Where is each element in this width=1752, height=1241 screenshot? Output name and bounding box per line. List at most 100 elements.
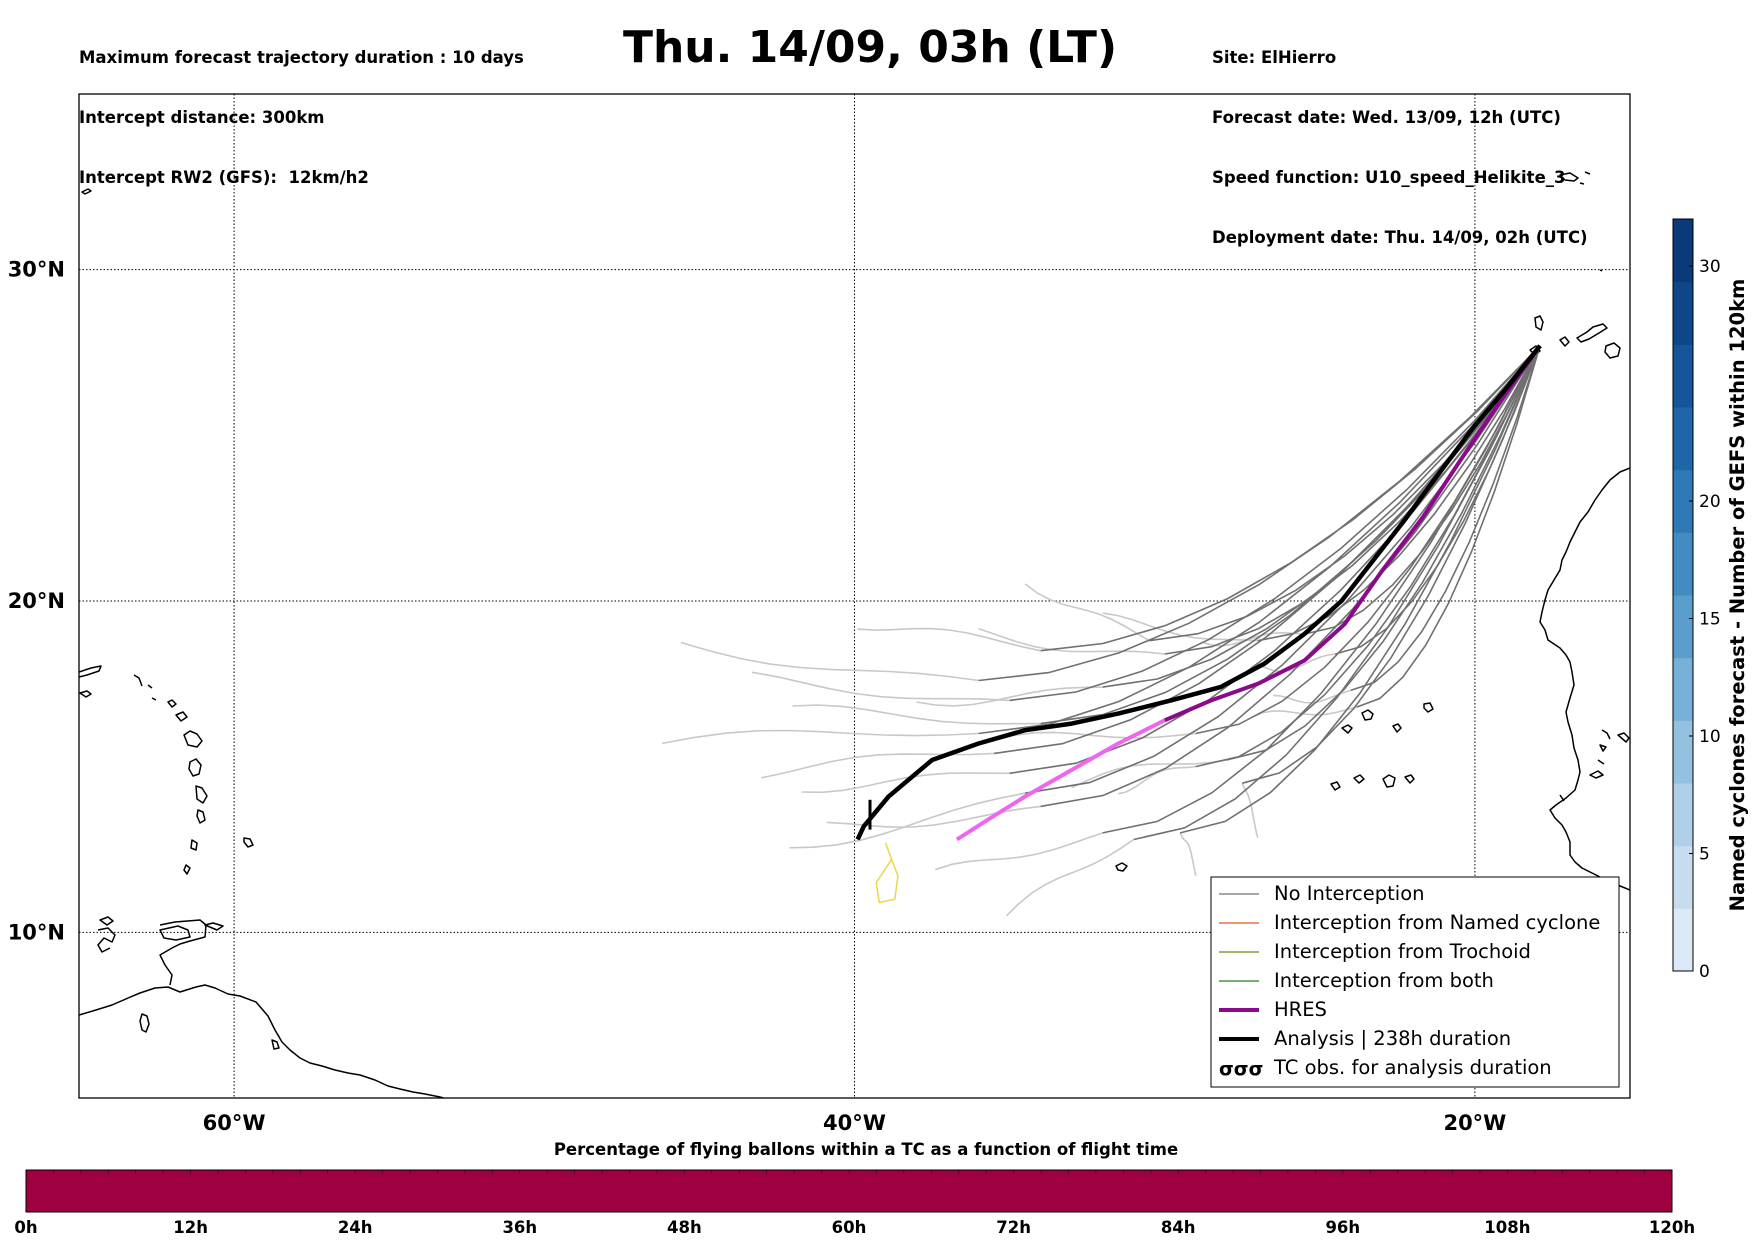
cyclone-colorbar-label: Named cyclones forecast - Number of GEFS…	[1726, 279, 1749, 912]
ensemble-track-late-2	[680, 641, 979, 682]
flight-time-tick-label: 84h	[1161, 1218, 1196, 1237]
legend-label: Interception from both	[1274, 969, 1494, 992]
cyclone-colorbar-band	[1673, 845, 1693, 909]
legend-label: TC obs. for analysis duration	[1273, 1056, 1552, 1079]
coastline-lesser-antilles-c	[195, 785, 208, 804]
coastline-small-islands-b	[99, 916, 114, 926]
forecast-date-text: Forecast date: Wed. 13/09, 12h (UTC)	[1212, 108, 1561, 127]
coastline-cape-verde-d	[1353, 774, 1365, 784]
coastline-cape-verde-h	[1341, 724, 1353, 734]
cyclone-colorbar-tick-label: 30	[1699, 257, 1721, 277]
flight-time-colorbar-title: Percentage of flying ballons within a TC…	[554, 1140, 1178, 1159]
coastline-canary-b	[1559, 336, 1570, 347]
ensemble-track-late-12	[1179, 832, 1197, 876]
ensemble-track-late-1	[1024, 583, 1150, 642]
coastline-lesser-antilles-g	[175, 711, 188, 722]
cyclone-colorbar-frame	[1672, 218, 1694, 972]
coastline-cape-verde-f	[1404, 774, 1415, 784]
ensemble-track-late-22	[1273, 689, 1352, 704]
cyclone-colorbar-band	[1673, 407, 1693, 471]
ensemble-track-late-23	[1251, 706, 1358, 719]
cyclone-count-colorbar: 0 5 10 15 20 30 Named cyclones forecast - Num…	[1672, 218, 1749, 982]
ensemble-track-early-16	[1257, 345, 1541, 642]
ensemble-tracks-late	[662, 583, 1358, 917]
ensemble-track-late-11	[1005, 838, 1135, 917]
flight-time-tick-label: 12h	[173, 1218, 208, 1237]
flight-time-tick-label: 96h	[1325, 1218, 1360, 1237]
ensemble-track-early-13	[1195, 345, 1541, 768]
ensemble-track-late-4	[792, 704, 1041, 725]
ensemble-track-late-10	[934, 832, 1103, 871]
hres-track-layer	[955, 344, 1542, 842]
map-frame	[78, 93, 1631, 1099]
cyclone-colorbar-tick-label: 20	[1699, 492, 1721, 512]
coastline-lesser-antilles-d	[196, 809, 206, 824]
ensemble-track-early-15	[1164, 345, 1541, 655]
coastline-canary-c	[1576, 323, 1608, 343]
tc-symbol-icon: σσσ	[1219, 1058, 1263, 1080]
flight-time-tick-label: 24h	[338, 1218, 373, 1237]
coastline-madeira	[1559, 171, 1591, 185]
ensemble-track-early-3	[1009, 345, 1541, 702]
ensemble-track-late-3	[751, 671, 1010, 702]
legend-item: HRES	[1219, 998, 1327, 1021]
ensemble-track-early-17	[1195, 345, 1541, 735]
page-title: Thu. 14/09, 03h (LT)	[622, 22, 1118, 73]
ensemble-track-early-12	[1180, 345, 1541, 834]
legend-item: No Interception	[1219, 882, 1425, 905]
coastline-small-islands-a	[79, 690, 92, 698]
ensemble-track-early-21	[1335, 345, 1541, 655]
ensemble-track-early-18	[1226, 345, 1541, 761]
cyclone-colorbar-band	[1673, 720, 1693, 784]
site-text: Site: ElHierro	[1212, 48, 1337, 67]
longitude-label: 40°W	[823, 1111, 886, 1135]
hres-track-late	[955, 718, 1166, 842]
coastline-cape-verde-c	[1423, 702, 1434, 713]
forecast-parameters: Maximum forecast trajectory duration : 1…	[79, 8, 524, 208]
cyclone-colorbar-band	[1673, 532, 1693, 596]
flight-time-tick-label: 0h	[14, 1218, 37, 1237]
flight-time-tick-label: 108h	[1484, 1218, 1530, 1237]
cyclone-colorbar-tick-label: 15	[1699, 610, 1721, 630]
coastline-small-islands-c	[139, 1013, 150, 1033]
coastline-canary-a	[1534, 315, 1544, 331]
coastline-western-sahara-island	[1617, 732, 1630, 743]
flight-time-tick-label: 60h	[832, 1218, 867, 1237]
cyclone-colorbar-band	[1673, 595, 1693, 659]
coastline-cape-verde-mainland	[1589, 744, 1607, 779]
cyclone-colorbar-band	[1673, 344, 1693, 408]
cyclone-colorbar-band	[1673, 219, 1693, 283]
ensemble-track-late-6	[761, 752, 995, 779]
ensemble-tracks-early	[978, 345, 1541, 841]
ensemble-track-late-13	[1118, 765, 1196, 795]
ensemble-track-late-8	[789, 792, 1026, 849]
cyclone-colorbar-tick-label: 0	[1699, 962, 1710, 982]
max-duration-text: Maximum forecast trajectory duration : 1…	[79, 48, 524, 67]
ensemble-track-late-15	[978, 627, 1165, 655]
coastline-south-america	[79, 984, 446, 1098]
hres-track-early	[1163, 344, 1542, 723]
latitude-label: 20°N	[8, 589, 65, 613]
flight-time-tick-label: 120h	[1649, 1218, 1695, 1237]
ensemble-track-late-19	[1241, 782, 1259, 839]
coastlines	[79, 171, 1630, 1098]
cyclone-colorbar-band	[1673, 908, 1693, 972]
flight-time-colorbar-fill	[25, 1169, 1673, 1213]
ensemble-track-early-23	[1356, 345, 1541, 708]
forecast-info: Site: ElHierro Forecast date: Wed. 13/09…	[1212, 8, 1588, 268]
deployment-date-text: Deployment date: Thu. 14/09, 02h (UTC)	[1212, 228, 1588, 247]
legend-item: Interception from Trochoid	[1219, 940, 1531, 963]
stray-track-layer	[875, 842, 899, 904]
speed-function-text: Speed function: U10_speed_Helikite_3	[1212, 168, 1566, 187]
cyclone-colorbar-tick-label: 10	[1699, 727, 1721, 747]
coastline-gulf-paria	[204, 922, 224, 931]
legend-label: HRES	[1274, 998, 1327, 1021]
ensemble-track-late-18	[1071, 759, 1227, 789]
legend-box	[1210, 876, 1620, 1088]
ensemble-track-early-22	[1350, 345, 1541, 692]
flight-time-tick-label: 48h	[667, 1218, 702, 1237]
stray-track	[875, 842, 899, 904]
coastline-lesser-antilles-h	[167, 699, 177, 708]
flight-time-tick-label: 36h	[502, 1218, 537, 1237]
